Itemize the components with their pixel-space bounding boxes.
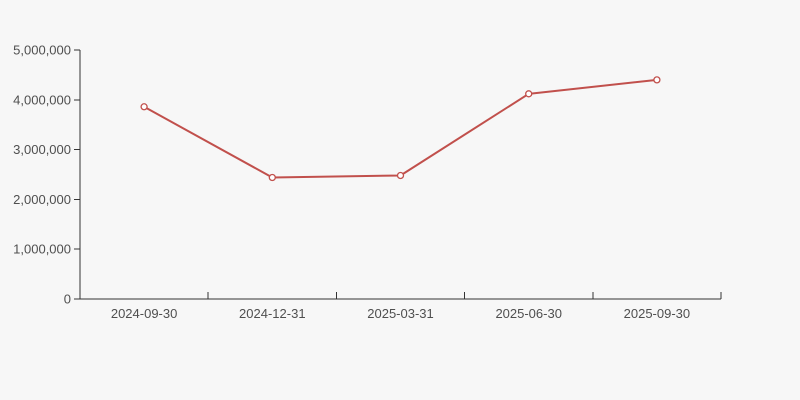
y-axis-tick-label: 2,000,000: [13, 192, 71, 207]
data-point-marker[interactable]: [140, 103, 148, 111]
y-axis-tick-label: 5,000,000: [13, 43, 71, 58]
y-axis-tick-label: 1,000,000: [13, 242, 71, 257]
x-axis-tick-label: 2025-06-30: [495, 306, 562, 321]
x-axis-tick-label: 2025-09-30: [624, 306, 691, 321]
data-point-marker[interactable]: [525, 90, 533, 98]
x-axis-tick-label: 2024-12-31: [239, 306, 306, 321]
data-point-marker[interactable]: [396, 171, 405, 180]
y-axis-tick-label: 0: [64, 292, 71, 307]
x-axis-tick-label: 2024-09-30: [111, 306, 178, 321]
y-axis-tick-label: 3,000,000: [13, 142, 71, 157]
line-series: [143, 78, 658, 179]
y-axis-tick-label: 4,000,000: [13, 92, 71, 107]
data-point-marker[interactable]: [268, 173, 276, 182]
x-axis-tick-label: 2025-03-31: [367, 306, 434, 321]
data-point-marker[interactable]: [653, 76, 661, 84]
